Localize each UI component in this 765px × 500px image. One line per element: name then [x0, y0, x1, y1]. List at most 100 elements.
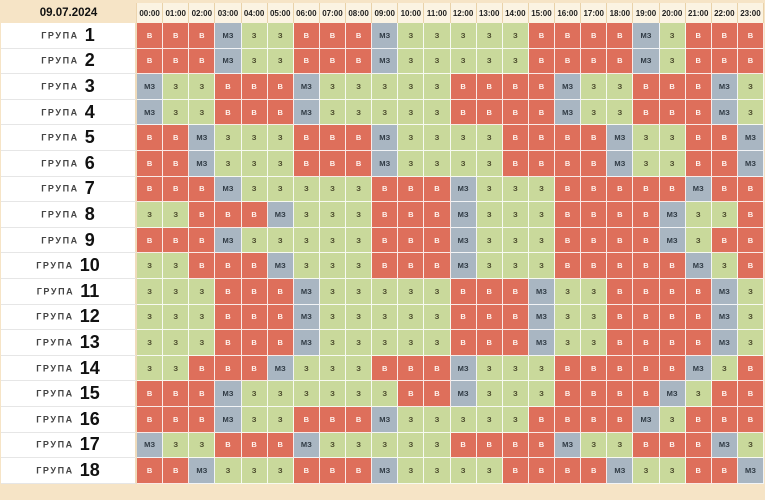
hour-header: 22:00	[711, 3, 738, 23]
schedule-cell: В	[137, 150, 164, 177]
schedule-cell: МЗ	[685, 355, 712, 382]
schedule-cell: З	[528, 253, 555, 279]
schedule-cell: З	[372, 432, 399, 459]
schedule-cell: З	[424, 125, 451, 151]
hour-header: 02:00	[189, 3, 216, 23]
schedule-cell: МЗ	[659, 202, 686, 228]
schedule-cell: МЗ	[267, 202, 294, 228]
schedule-cell: З	[398, 48, 425, 75]
schedule-cell: В	[137, 125, 164, 151]
schedule-cell: МЗ	[711, 330, 738, 356]
schedule-cell: МЗ	[372, 150, 399, 177]
schedule-cell: З	[189, 432, 216, 459]
schedule-cell: З	[555, 278, 582, 305]
schedule-cell: МЗ	[293, 330, 320, 356]
group-row: ГРУПА 6 В В МЗ З З З В В В МЗ З З З З В В В В МЗ З З В В МЗ	[1, 150, 764, 177]
schedule-cell: З	[189, 99, 216, 126]
schedule-cell: З	[581, 330, 608, 356]
schedule-cell: В	[502, 304, 529, 331]
schedule-cell: МЗ	[293, 99, 320, 126]
schedule-cell: В	[685, 23, 712, 49]
schedule-cell: З	[450, 150, 477, 177]
schedule-cell: В	[424, 381, 451, 407]
schedule-cell: В	[346, 458, 373, 484]
schedule-cell: З	[737, 278, 764, 305]
schedule-cell: З	[476, 176, 503, 203]
schedule-cell: В	[424, 227, 451, 254]
group-row: ГРУПА 7 В В В МЗ З З З З З В В В МЗ З З З В В В В В МЗ В В	[1, 176, 764, 203]
group-number: 16	[79, 408, 100, 429]
group-label-text: ГРУПА	[41, 55, 79, 66]
hour-header: 03:00	[215, 3, 242, 23]
schedule-cell: В	[555, 202, 582, 228]
schedule-cell: З	[659, 406, 686, 433]
schedule-cell: В	[137, 406, 164, 433]
schedule-cell: З	[502, 48, 529, 75]
schedule-cell: В	[711, 48, 738, 75]
group-row: ГРУПА 17 МЗ З З В В В МЗ З З З З З В В В В МЗ З З В В В МЗ З	[1, 432, 764, 459]
schedule-cell: В	[659, 253, 686, 279]
schedule-cell: З	[398, 304, 425, 331]
schedule-cell: З	[267, 406, 294, 433]
schedule-cell: В	[424, 202, 451, 228]
hour-header: 23:00	[737, 3, 764, 23]
schedule-cell: В	[581, 150, 608, 177]
schedule-cell: З	[293, 381, 320, 407]
schedule-cell: З	[163, 74, 190, 100]
schedule-cell: В	[502, 125, 529, 151]
schedule-cell: МЗ	[189, 150, 216, 177]
schedule-cell: В	[555, 253, 582, 279]
group-label-text: ГРУПА	[36, 363, 74, 374]
schedule-cell: МЗ	[528, 330, 555, 356]
schedule-cell: З	[319, 381, 346, 407]
group-label: ГРУПА 18	[1, 458, 137, 484]
schedule-cell: В	[659, 278, 686, 305]
schedule-cell: З	[241, 227, 268, 254]
schedule-cell: З	[163, 355, 190, 382]
schedule-cell: В	[241, 432, 268, 459]
schedule-cell: В	[189, 355, 216, 382]
schedule-cell: В	[607, 176, 634, 203]
schedule-cell: В	[215, 432, 242, 459]
schedule-cell: В	[711, 406, 738, 433]
schedule-cell: В	[659, 432, 686, 459]
schedule-cell: З	[424, 99, 451, 126]
schedule-cell: В	[633, 330, 660, 356]
schedule-cell: З	[502, 202, 529, 228]
schedule-cell: В	[241, 74, 268, 100]
schedule-cell: В	[319, 48, 346, 75]
schedule-cell: В	[372, 253, 399, 279]
schedule-cell: В	[346, 48, 373, 75]
schedule-cell: В	[685, 99, 712, 126]
schedule-cell: З	[528, 176, 555, 203]
schedule-cell: З	[293, 202, 320, 228]
schedule-cell: З	[346, 202, 373, 228]
schedule-cell: З	[293, 227, 320, 254]
schedule-cell: З	[215, 458, 242, 484]
schedule-cell: З	[581, 74, 608, 100]
hour-header: 00:00	[137, 3, 164, 23]
schedule-cell: З	[685, 381, 712, 407]
schedule-cell: В	[581, 48, 608, 75]
schedule-cell: З	[581, 278, 608, 305]
schedule-cell: З	[398, 278, 425, 305]
group-label-text: ГРУПА	[41, 158, 79, 169]
group-number: 15	[79, 383, 100, 404]
schedule-cell: МЗ	[293, 304, 320, 331]
schedule-cell: З	[241, 458, 268, 484]
schedule-cell: З	[267, 48, 294, 75]
schedule-cell: З	[346, 253, 373, 279]
schedule-cell: З	[267, 176, 294, 203]
date-label: 09.07.2024	[1, 3, 137, 23]
group-number: 17	[79, 434, 100, 455]
schedule-cell: В	[581, 227, 608, 254]
schedule-cell: В	[450, 330, 477, 356]
schedule-cell: В	[633, 355, 660, 382]
schedule-cell: З	[424, 23, 451, 49]
schedule-cell: В	[241, 99, 268, 126]
schedule-cell: МЗ	[450, 381, 477, 407]
group-label-text: ГРУПА	[41, 235, 79, 246]
schedule-cell: В	[633, 74, 660, 100]
group-row: ГРУПА 8 З З В В В МЗ З З З В В В МЗ З З З В В В В МЗ З З В	[1, 202, 764, 228]
schedule-cell: В	[476, 304, 503, 331]
